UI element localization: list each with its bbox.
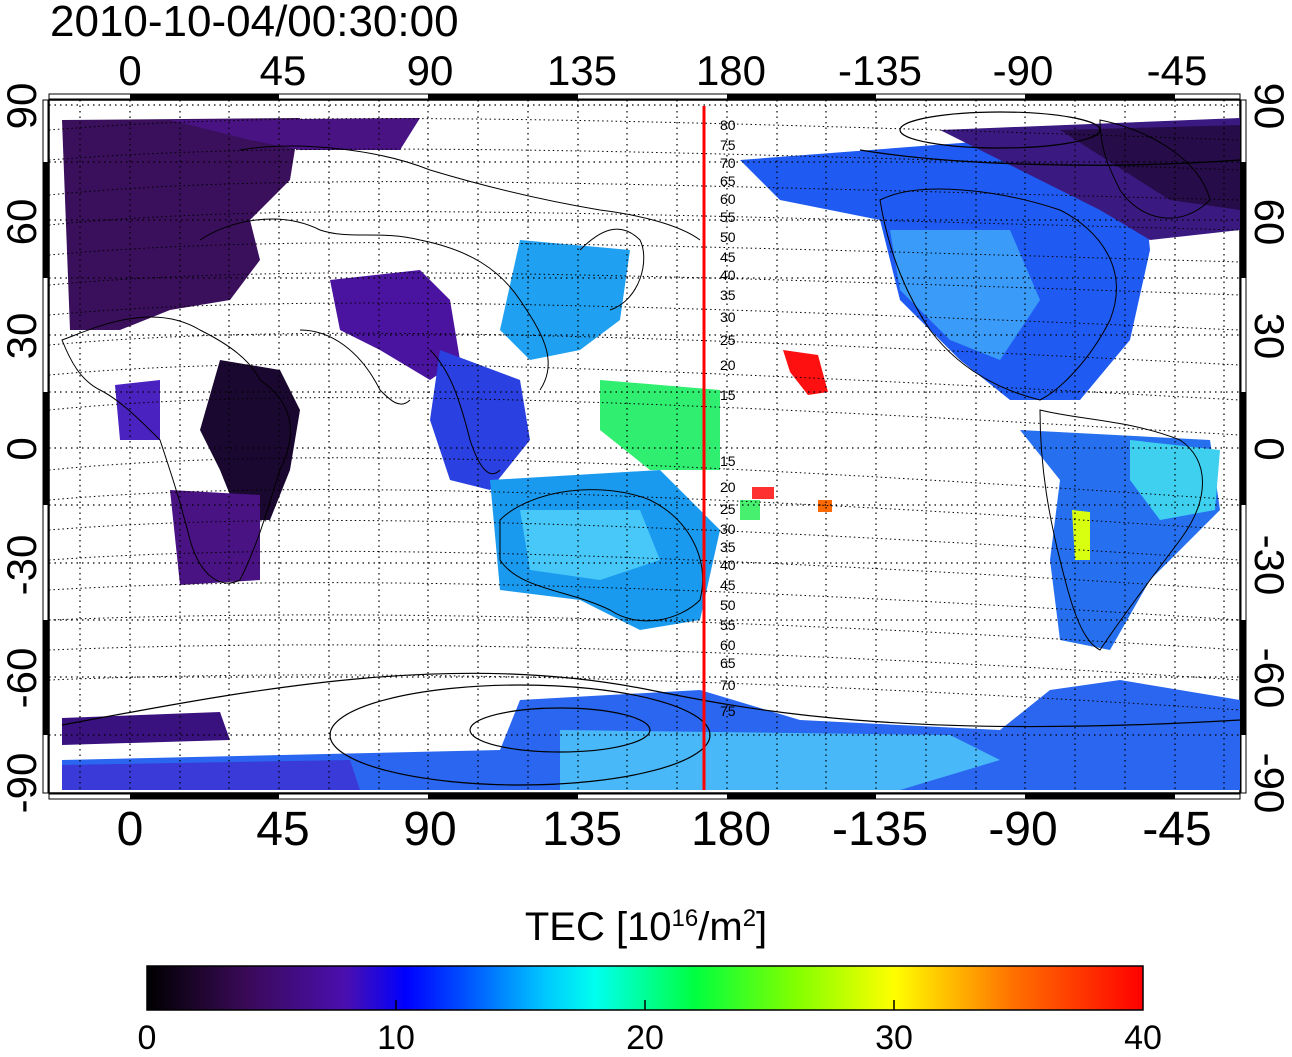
- colorbar-label: TEC [1016/m2]: [524, 905, 768, 949]
- bottom-lon-tick: 90: [403, 803, 456, 856]
- tec-region-antarctic-inner: [560, 730, 1000, 790]
- top-lon-tick: -90: [993, 47, 1054, 94]
- contour-label: 75: [720, 137, 736, 153]
- tec-region-se-asia: [430, 350, 530, 490]
- contour-label: 45: [720, 249, 736, 265]
- right-lat-tick: 60: [1246, 199, 1292, 246]
- contour-label: 45: [720, 577, 736, 593]
- right-lat-tick: -60: [1246, 648, 1292, 709]
- left-lat-tick: -60: [0, 648, 45, 709]
- colorbar-ticks: [395, 1000, 895, 1010]
- contour-label: 25: [720, 332, 736, 348]
- contour-label: 50: [720, 597, 736, 613]
- colorbar-tick-label: 40: [1124, 1019, 1162, 1057]
- tec-spot-orange-1: [818, 500, 832, 512]
- top-lon-tick: 180: [696, 47, 766, 94]
- tec-region-africa: [200, 360, 300, 520]
- tec-region-south-africa: [170, 490, 260, 585]
- tec-region-antarctic-west: [62, 760, 360, 790]
- contour-labels: 80 75 70 65 60 55 50 45 40 35 30 25 20 1…: [720, 117, 736, 719]
- tec-region-west-africa: [115, 380, 160, 440]
- top-lon-tick: 135: [547, 47, 617, 94]
- bottom-lon-tick: -135: [832, 803, 928, 856]
- contour-label: 55: [720, 209, 736, 225]
- tec-spot-green-1: [740, 500, 760, 520]
- tec-region-asia: [330, 270, 460, 380]
- contour-label: 65: [720, 173, 736, 189]
- contour-label: 40: [720, 267, 736, 283]
- top-lon-ticks: 0 45 90 135 180 -135 -90 -45: [118, 47, 1207, 94]
- colorbar-tick-label: 0: [137, 1019, 157, 1057]
- contour-label: 55: [720, 617, 736, 633]
- colorbar-tick-label: 20: [626, 1019, 664, 1057]
- top-lon-tick: 0: [118, 47, 141, 94]
- contour-label: 60: [720, 637, 736, 653]
- top-lon-tick: -135: [838, 47, 922, 94]
- left-lat-tick: 90: [0, 83, 45, 130]
- contour-label: 15: [720, 387, 736, 403]
- bottom-lon-tick: 180: [691, 803, 771, 856]
- tec-region-east-asia: [500, 240, 630, 360]
- top-lon-tick: 45: [260, 47, 307, 94]
- right-lat-tick: -90: [1246, 753, 1292, 814]
- bottom-lon-tick: 135: [542, 803, 622, 856]
- magnetic-contours: [49, 118, 1240, 711]
- tec-region-south-indian: [62, 712, 230, 745]
- top-lon-tick: 90: [407, 47, 454, 94]
- tec-region-arctic-west: [170, 118, 420, 150]
- contour-label: 70: [720, 155, 736, 171]
- left-lat-tick: -30: [0, 535, 45, 596]
- contour-label: 25: [720, 501, 736, 517]
- tec-region-pacific-green: [600, 380, 720, 470]
- contour-label: 30: [720, 521, 736, 537]
- contour-label: 50: [720, 229, 736, 245]
- tec-region-greenland-dark: [1060, 125, 1240, 210]
- contour-label: 35: [720, 287, 736, 303]
- left-lat-tick: 30: [0, 313, 45, 360]
- map-border-bars: [42, 93, 1247, 800]
- contour-label: 30: [720, 309, 736, 325]
- tec-region-hawaii: [783, 350, 828, 395]
- contour-label: 40: [720, 557, 736, 573]
- contour-label: 15: [720, 453, 736, 469]
- contour-label: 65: [720, 655, 736, 671]
- contour-label: 20: [720, 479, 736, 495]
- bottom-lon-ticks: 0 45 90 135 180 -135 -90 -45: [117, 803, 1212, 856]
- contour-label: 75: [720, 703, 736, 719]
- map-title: 2010-10-04/00:30:00: [50, 0, 459, 46]
- right-lat-tick: 90: [1246, 83, 1292, 130]
- tec-region-europe: [62, 118, 300, 330]
- left-lat-tick: 60: [0, 199, 45, 246]
- right-lat-tick: -30: [1246, 535, 1292, 596]
- tec-region-north-america-inner: [890, 230, 1040, 360]
- coastlines: [61, 119, 1211, 651]
- right-lat-tick: 30: [1246, 313, 1292, 360]
- left-lat-tick: 0: [0, 437, 45, 460]
- tec-spot-red-1: [752, 487, 774, 499]
- tec-region-south-america-green: [1072, 510, 1090, 560]
- left-lat-ticks: 90 60 30 0 -30 -60 -90: [0, 83, 45, 814]
- colorbar-tick-label: 10: [377, 1019, 415, 1057]
- bottom-lon-tick: 0: [117, 803, 144, 856]
- contour-label: 20: [720, 357, 736, 373]
- top-lon-tick: -45: [1147, 47, 1208, 94]
- bottom-lon-tick: -90: [988, 803, 1057, 856]
- contour-label: 80: [720, 117, 736, 133]
- left-lat-tick: -90: [0, 753, 45, 814]
- right-lat-ticks: 90 60 30 0 -30 -60 -90: [1246, 83, 1292, 814]
- right-lat-tick: 0: [1246, 437, 1292, 460]
- contour-label: 70: [720, 677, 736, 693]
- bottom-lon-tick: -45: [1142, 803, 1211, 856]
- bottom-lon-tick: 45: [256, 803, 309, 856]
- contour-label: 60: [720, 191, 736, 207]
- auroral-ovals: [61, 111, 1240, 786]
- contour-label: 35: [720, 539, 736, 555]
- colorbar-tick-label: 30: [875, 1019, 913, 1057]
